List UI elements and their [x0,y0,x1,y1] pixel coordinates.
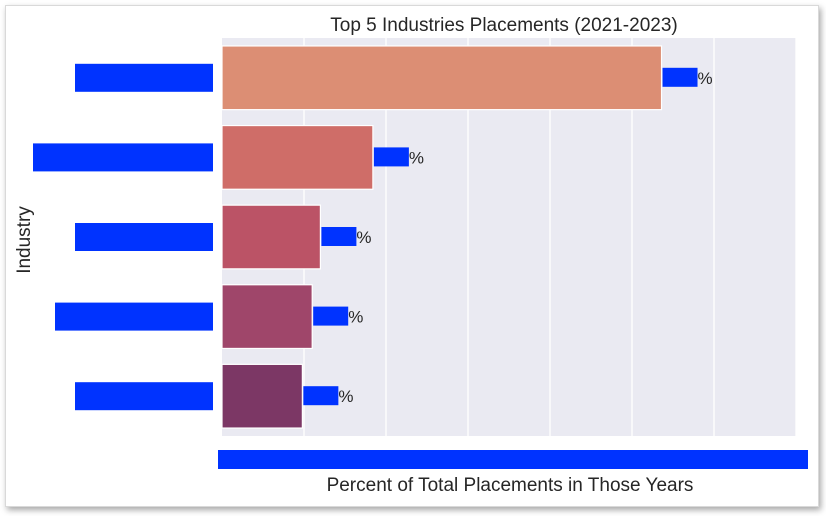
x-axis-label: Percent of Total Placements in Those Yea… [327,475,694,496]
chart-title: Top 5 Industries Placements (2021-2023) [330,15,677,36]
category-label-redacted [75,63,213,92]
value-label-redacted [303,386,339,406]
value-label-suffix: % [348,308,363,327]
bar [221,284,313,350]
value-label-suffix: % [409,148,424,167]
category-label-redacted [55,302,213,331]
x-tick-labels-redacted [218,450,808,469]
bar [221,363,303,429]
value-labels: %%%%% [303,67,713,406]
category-label-redacted [75,382,213,411]
value-label-suffix: % [338,387,353,406]
value-label-redacted [662,67,698,87]
bar [221,45,663,111]
y-axis-label: Industry [14,206,35,274]
category-label-redacted [75,223,213,251]
category-label-redacted [33,143,213,172]
value-label-redacted [313,306,349,326]
value-label-suffix: % [356,228,371,247]
value-label-suffix: % [698,69,713,88]
bars [221,45,663,429]
value-label-redacted [321,227,357,246]
value-label-redacted [373,147,409,167]
bar [221,124,374,190]
category-labels [33,63,213,411]
bar [221,204,322,270]
